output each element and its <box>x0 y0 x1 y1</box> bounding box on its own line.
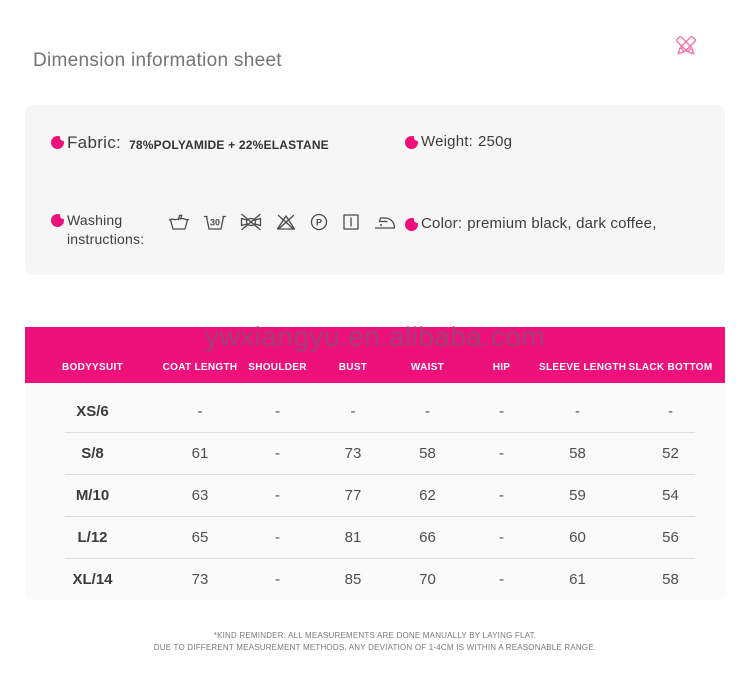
cell-value: - <box>275 487 280 504</box>
row-divider <box>65 516 695 517</box>
column-header: SHOULDER <box>248 362 307 373</box>
color-value: premium black, dark coffee, <box>467 215 657 232</box>
size-table-card: ywxiangyu.en.alibaba.com BODYYSUIT COAT … <box>25 321 725 600</box>
table-row: XL/14 73 - 85 70 - 61 58 <box>25 559 725 600</box>
size-label: L/12 <box>77 529 108 546</box>
size-label: S/8 <box>81 445 104 462</box>
reminder-line-1: *KIND REMINDER: ALL MEASUREMENTS ARE DON… <box>213 631 537 640</box>
cell-value: - <box>499 487 504 504</box>
cell-value: 85 <box>344 571 362 588</box>
row-divider <box>65 474 695 475</box>
hand-wash-icon <box>167 212 191 232</box>
cell-value: 58 <box>419 445 436 462</box>
size-table-body: XS/6 - - - - - - - S/8 61 - 73 58 - 58 5… <box>25 383 725 600</box>
do-not-wring-icon <box>239 212 263 232</box>
weight-value: 250g <box>477 133 513 150</box>
column-header: HIP <box>492 362 511 373</box>
cell-value: 62 <box>419 487 436 504</box>
color-row: Color: premium black, dark coffee, <box>405 215 657 232</box>
pink-bullet-icon <box>405 134 421 149</box>
svg-text:P: P <box>316 218 322 228</box>
cell-value: 58 <box>569 445 586 462</box>
cell-value: 60 <box>569 529 586 546</box>
washing-label: Washing instructions: <box>67 212 145 247</box>
washing-row: Washing instructions: 30 <box>51 211 397 249</box>
table-row: S/8 61 - 73 58 - 58 52 <box>25 433 725 474</box>
header-row: BODYYSUIT COAT LENGTH SHOULDER BUST WAIS… <box>25 362 725 373</box>
cell-value: 77 <box>344 487 362 504</box>
do-not-bleach-icon <box>275 212 297 232</box>
column-header: WAIST <box>410 362 445 373</box>
table-row: L/12 65 - 81 66 - 60 56 <box>25 517 725 558</box>
svg-text:30: 30 <box>210 218 220 228</box>
cell-value: 66 <box>419 529 436 546</box>
cell-value: 63 <box>191 487 209 504</box>
size-table-header: ywxiangyu.en.alibaba.com BODYYSUIT COAT … <box>25 321 725 383</box>
table-row: M/10 63 - 77 62 - 59 54 <box>25 475 725 516</box>
size-label: M/10 <box>75 487 110 504</box>
dry-clean-p-icon: P <box>309 212 329 232</box>
cell-value: 54 <box>662 487 679 504</box>
fabric-value: 78%POLYAMIDE + 22%ELASTANE <box>129 138 329 152</box>
cell-value: - <box>425 403 430 420</box>
cell-value: 58 <box>662 571 679 588</box>
cell-value: - <box>350 403 356 420</box>
cell-value: - <box>275 445 280 462</box>
cell-value: - <box>499 529 504 546</box>
iron-icon <box>373 212 397 232</box>
kind-reminder-note: *KIND REMINDER: ALL MEASUREMENTS ARE DON… <box>0 630 750 654</box>
row-divider <box>65 558 695 559</box>
cell-value: 65 <box>191 529 209 546</box>
page-title: Dimension information sheet <box>33 50 282 71</box>
column-header: BUST <box>338 362 368 373</box>
watermark-text: ywxiangyu.en.alibaba.com <box>204 321 546 352</box>
fabric-label: Fabric: <box>67 133 122 152</box>
weight-label: Weight: <box>421 133 473 150</box>
cell-value: - <box>668 403 673 420</box>
drip-dry-icon <box>341 212 361 232</box>
table-row: XS/6 - - - - - - - <box>25 391 725 432</box>
cell-value: 61 <box>191 445 209 462</box>
washing-icons-group: 30 <box>167 212 397 232</box>
reminder-line-2: DUE TO DIFFERENT MEASUREMENT METHODS, AN… <box>153 643 597 652</box>
cell-value: 81 <box>344 529 362 546</box>
cell-value: - <box>499 403 504 420</box>
product-info-card: Fabric: 78%POLYAMIDE + 22%ELASTANE Weigh… <box>25 105 725 275</box>
crossed-pencils-icon <box>672 32 700 60</box>
cell-value: 59 <box>569 487 586 504</box>
pink-bullet-icon <box>51 134 67 149</box>
cell-value: 52 <box>662 445 679 462</box>
cell-value: - <box>275 529 280 546</box>
size-label: XS/6 <box>76 403 109 420</box>
column-header: COAT LENGTH <box>162 362 238 373</box>
cell-value: 70 <box>419 571 436 588</box>
column-header: BODYYSUIT <box>61 362 124 373</box>
cell-value: 56 <box>662 529 679 546</box>
cell-value: - <box>575 403 580 420</box>
fabric-row: Fabric: 78%POLYAMIDE + 22%ELASTANE <box>51 133 329 153</box>
pink-bullet-icon <box>405 216 421 231</box>
column-header: SLACK BOTTOM <box>628 362 713 373</box>
color-label: Color: <box>421 215 463 232</box>
cell-value: - <box>499 571 504 588</box>
column-header: SLEEVE LENGTH <box>539 362 627 373</box>
cell-value: - <box>275 571 280 588</box>
cell-value: - <box>197 403 203 420</box>
cell-value: 73 <box>191 571 209 588</box>
weight-row: Weight: 250g <box>405 133 512 150</box>
cell-value: - <box>499 445 504 462</box>
machine-wash-30-icon: 30 <box>203 212 227 232</box>
pink-bullet-icon <box>51 212 67 227</box>
size-label: XL/14 <box>72 571 113 588</box>
cell-value: 61 <box>569 571 586 588</box>
row-divider <box>65 432 695 433</box>
cell-value: - <box>275 403 280 420</box>
cell-value: 73 <box>344 445 362 462</box>
